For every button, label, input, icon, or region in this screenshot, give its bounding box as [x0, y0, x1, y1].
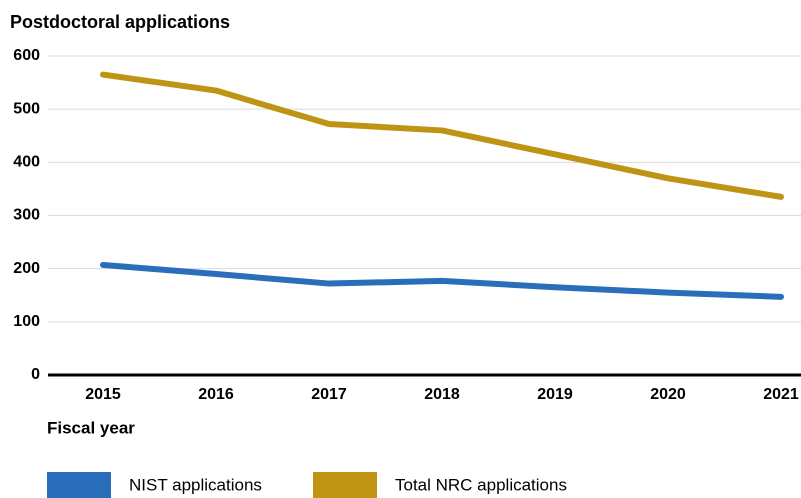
legend-label: Total NRC applications [395, 475, 567, 494]
legend-label: NIST applications [129, 475, 262, 494]
x-tick-label: 2018 [424, 386, 460, 403]
x-axis-label: Fiscal year [47, 418, 135, 437]
x-tick-label: 2015 [85, 386, 121, 403]
y-tick-label: 300 [13, 207, 40, 224]
series-line [100, 71, 784, 200]
y-tick-label: 200 [13, 260, 40, 277]
y-tick-label: 0 [31, 366, 40, 383]
chart-title: Postdoctoral applications [10, 12, 230, 32]
y-tick-label: 600 [13, 47, 40, 64]
x-tick-label: 2017 [311, 386, 347, 403]
legend-swatch [47, 472, 111, 498]
x-tick-label: 2019 [537, 386, 573, 403]
y-tick-label: 100 [13, 313, 40, 330]
x-tick-label: 2021 [763, 386, 799, 403]
series-line [100, 261, 784, 300]
y-tick-label: 500 [13, 100, 40, 117]
legend-swatch [313, 472, 377, 498]
x-tick-label: 2020 [650, 386, 686, 403]
x-tick-label: 2016 [198, 386, 234, 403]
y-tick-label: 400 [13, 154, 40, 171]
